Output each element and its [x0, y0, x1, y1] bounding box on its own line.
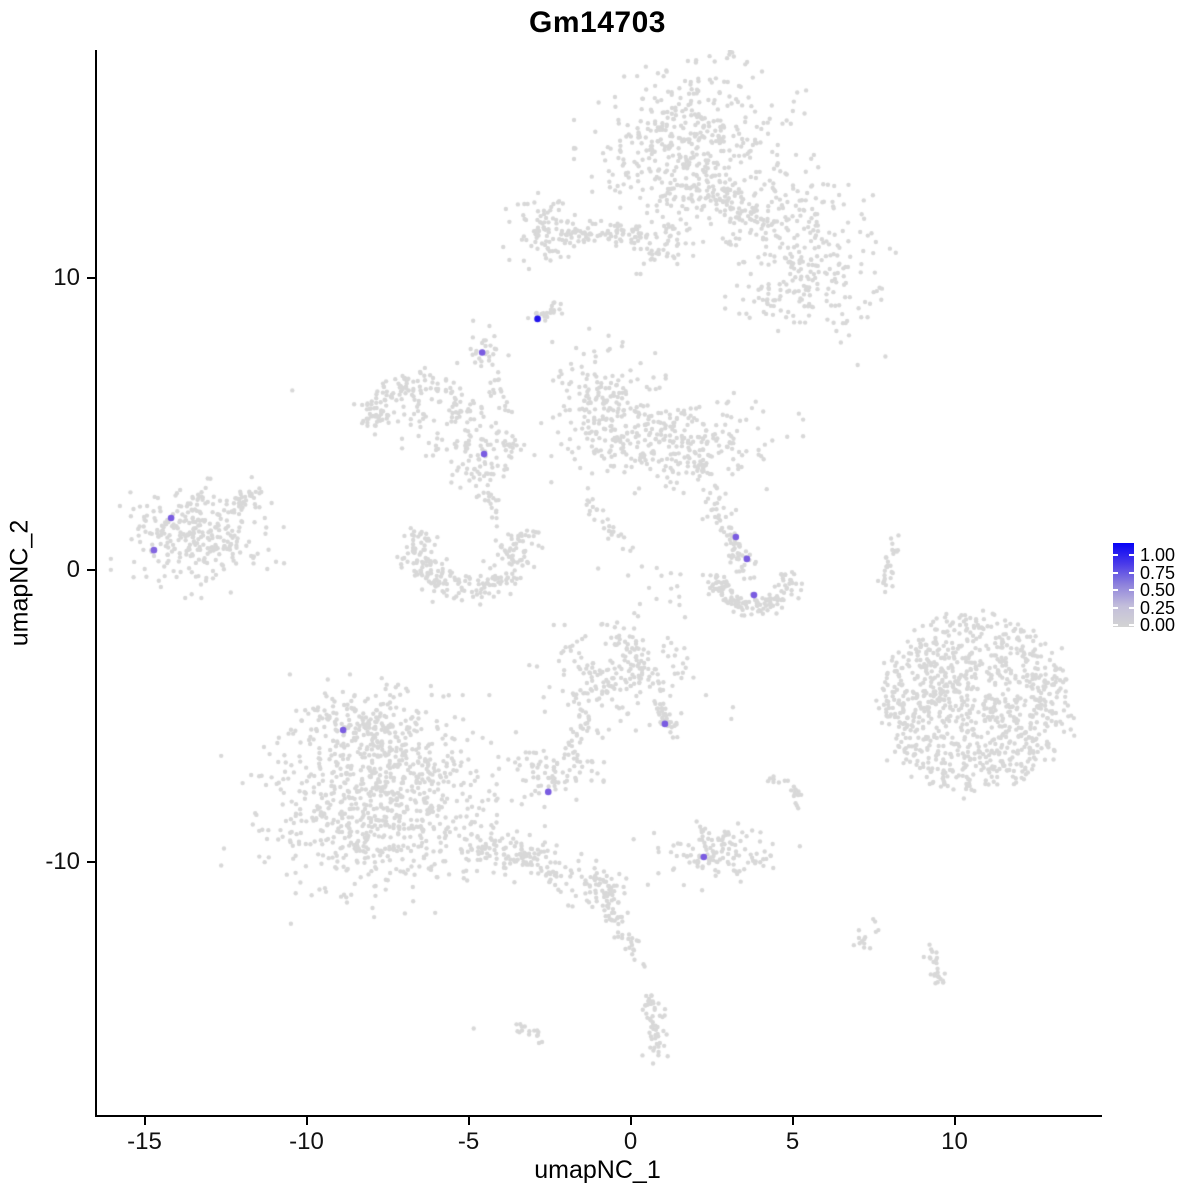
- legend-tick-label: 0.75: [1140, 562, 1176, 583]
- x-axis-label: umapNC_1: [534, 1156, 661, 1184]
- plot-panel: [95, 50, 1102, 1117]
- legend-tick-mark: [1129, 554, 1134, 556]
- x-tick-mark: [953, 1117, 956, 1125]
- legend-tick-mark: [1129, 624, 1134, 626]
- y-tick-label: -10: [45, 848, 80, 875]
- legend-tick-label: 0.00: [1140, 615, 1176, 635]
- legend-tick-mark: [1113, 606, 1118, 609]
- y-tick-mark: [87, 277, 95, 279]
- x-tick-mark: [629, 1117, 632, 1125]
- y-axis-label: umapNC_2: [5, 519, 34, 647]
- chart-title: Gm14703: [529, 6, 666, 39]
- legend-tick-mark: [1113, 624, 1118, 626]
- x-tick-mark: [143, 1117, 146, 1125]
- legend-tick-mark: [1129, 606, 1134, 609]
- x-tick-label: -5: [457, 1128, 480, 1155]
- x-tick-mark: [467, 1117, 470, 1125]
- x-tick-label: 5: [785, 1128, 800, 1155]
- legend-tick-mark: [1129, 571, 1134, 574]
- x-tick-mark: [791, 1117, 794, 1125]
- legend-tick-mark: [1129, 589, 1134, 591]
- y-tick-mark: [87, 569, 95, 571]
- legend-tick-mark: [1113, 571, 1118, 574]
- x-tick-label: 10: [941, 1128, 968, 1155]
- umap-canvas: [97, 50, 1102, 1115]
- legend-tick-label: 0.50: [1140, 580, 1176, 600]
- legend-gradient-bar: [1113, 543, 1134, 627]
- x-tick-label: -15: [127, 1128, 162, 1155]
- y-tick-label: 10: [53, 264, 80, 291]
- y-tick-mark: [87, 861, 95, 863]
- y-tick-label: 0: [66, 556, 80, 583]
- legend: 1.00 0.75 0.50 0.25 0.00: [1113, 543, 1199, 635]
- x-tick-mark: [305, 1117, 308, 1125]
- legend-tick-label: 1.00: [1140, 545, 1176, 565]
- x-tick-label: 0: [623, 1128, 638, 1155]
- legend-tick-mark: [1113, 554, 1118, 556]
- x-tick-label: -10: [289, 1128, 324, 1155]
- legend-tick-mark: [1113, 589, 1118, 591]
- legend-tick-label: 0.25: [1140, 597, 1176, 618]
